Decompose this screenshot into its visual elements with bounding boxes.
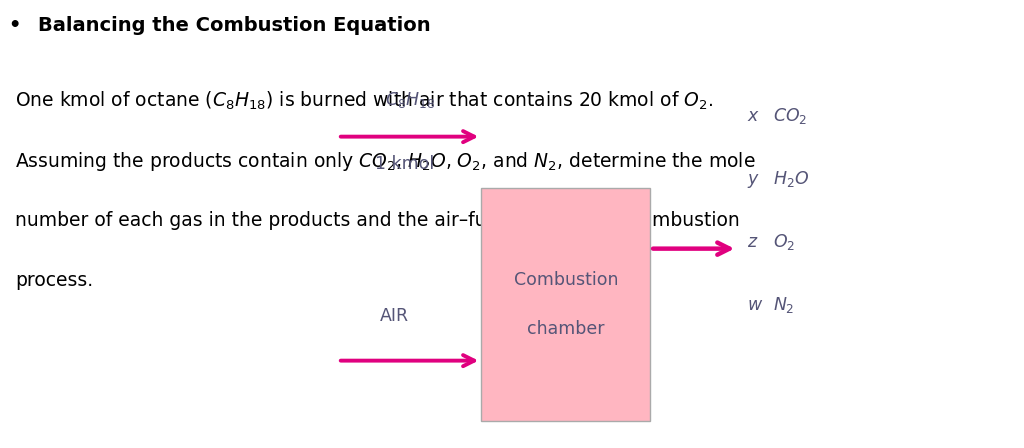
Text: One kmol of octane ($C_8H_{18}$) is burned with air that contains 20 kmol of $O_: One kmol of octane ($C_8H_{18}$) is burn…: [15, 90, 714, 112]
Text: number of each gas in the products and the air–fuel ratio for this combustion: number of each gas in the products and t…: [15, 211, 740, 229]
Text: process.: process.: [15, 271, 93, 290]
Text: Balancing the Combustion Equation: Balancing the Combustion Equation: [38, 16, 430, 34]
Text: 1 kmol: 1 kmol: [375, 155, 434, 172]
Text: Combustion: Combustion: [513, 271, 618, 289]
Text: chamber: chamber: [527, 320, 604, 338]
Text: •: •: [8, 16, 20, 34]
Text: z: z: [748, 233, 757, 251]
Text: $O_2$: $O_2$: [773, 232, 796, 252]
Text: $H_2O$: $H_2O$: [773, 169, 809, 189]
Text: $CO_2$: $CO_2$: [773, 107, 808, 126]
Text: w: w: [748, 296, 762, 314]
Bar: [481, 188, 650, 421]
Text: x: x: [748, 108, 758, 125]
Text: $C_8H_{18}$: $C_8H_{18}$: [385, 90, 434, 110]
Text: y: y: [748, 170, 758, 188]
Text: AIR: AIR: [380, 307, 409, 325]
Text: Assuming the products contain only $CO_2$, $H_2O$, $O_2$, and $N_2$, determine t: Assuming the products contain only $CO_2…: [15, 150, 756, 173]
Text: $N_2$: $N_2$: [773, 295, 795, 314]
